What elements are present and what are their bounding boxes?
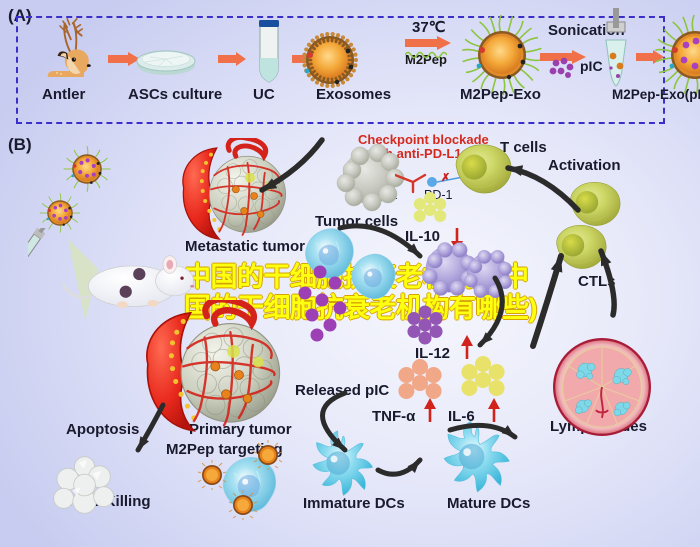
svg-text:✗: ✗ — [441, 172, 450, 184]
